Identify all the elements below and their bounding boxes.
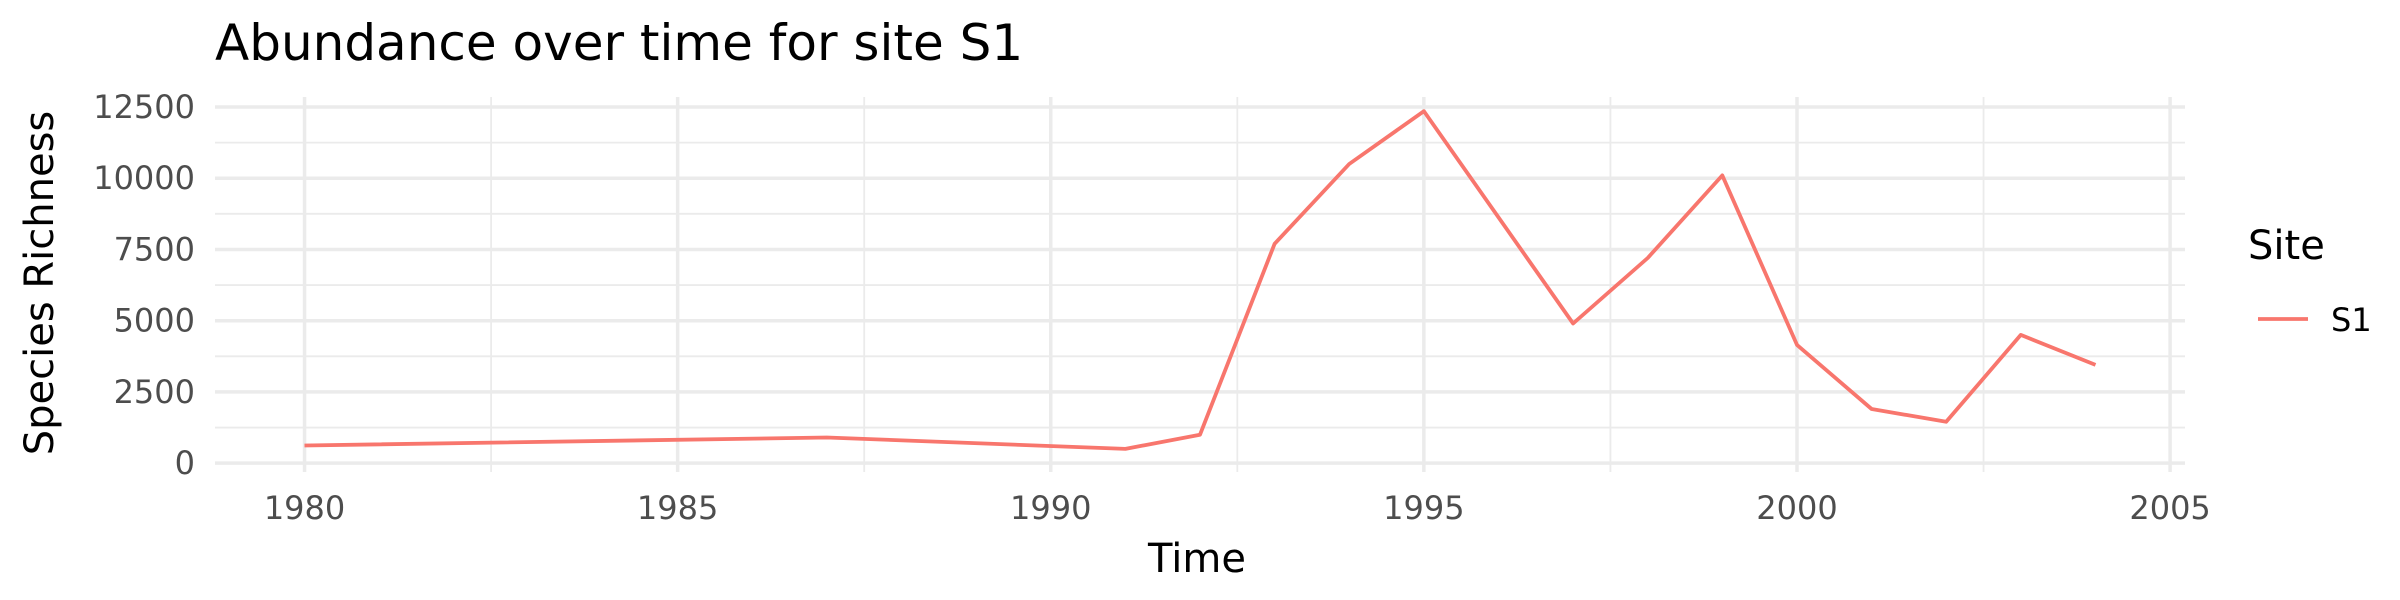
- legend: Site S1: [2248, 223, 2372, 339]
- major-gridlines-y: [215, 105, 2185, 465]
- legend-label-s1: S1: [2331, 301, 2372, 339]
- chart-title: Abundance over time for site S1: [215, 14, 1023, 72]
- y-axis-tick-labels: 0 2500 5000 7500 10000 12500: [93, 88, 195, 482]
- x-tick-label: 1995: [1383, 489, 1464, 527]
- y-tick-label: 10000: [93, 159, 195, 197]
- minor-gridlines-x: [490, 97, 1985, 472]
- x-axis-title: Time: [1147, 536, 1246, 582]
- minor-gridlines-y: [215, 141, 2185, 429]
- y-tick-label: 2500: [114, 373, 195, 411]
- major-gridlines-x: [302, 97, 2172, 472]
- x-tick-label: 1980: [264, 489, 345, 527]
- series-layer: [304, 109, 2097, 451]
- x-tick-label: 2000: [1756, 489, 1837, 527]
- legend-title: Site: [2248, 223, 2325, 269]
- x-tick-label: 2005: [2129, 489, 2210, 527]
- x-tick-label: 1985: [637, 489, 718, 527]
- y-tick-label: 5000: [114, 302, 195, 340]
- series-line-s1: [304, 109, 2097, 451]
- y-tick-label: 12500: [93, 88, 195, 126]
- y-tick-label: 0: [175, 444, 195, 482]
- y-tick-label: 7500: [114, 230, 195, 268]
- x-axis-tick-labels: 1980 1985 1990 1995 2000 2005: [264, 489, 2211, 527]
- y-axis-title: Species Richness: [17, 111, 63, 456]
- x-tick-label: 1990: [1010, 489, 1091, 527]
- plot-panel: [215, 97, 2185, 472]
